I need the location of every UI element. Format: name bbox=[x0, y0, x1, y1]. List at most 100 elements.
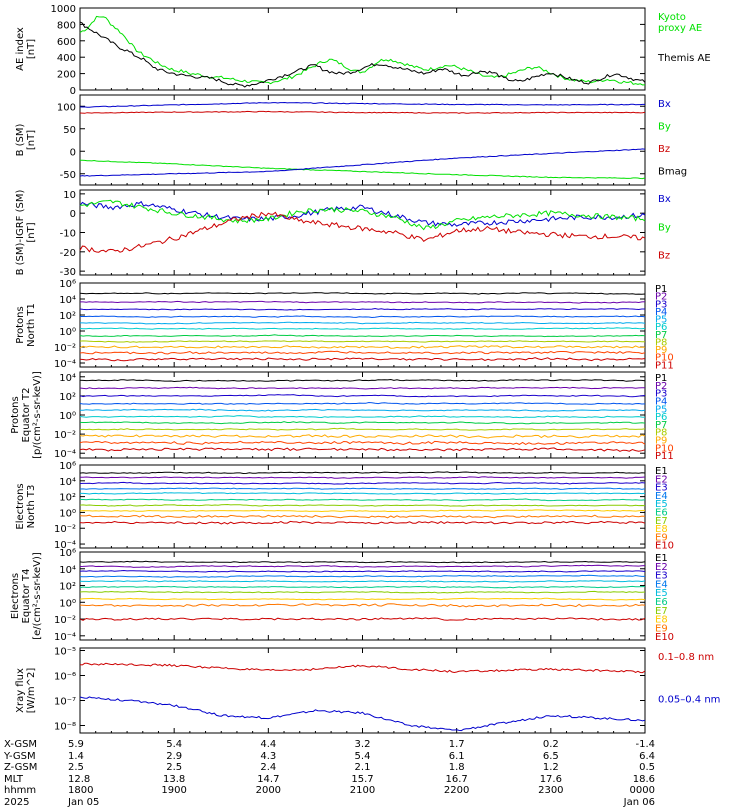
y-axis-title: B (SM) bbox=[15, 123, 26, 156]
series-line-p5 bbox=[79, 408, 646, 412]
legend-label-e5: E5 bbox=[655, 499, 668, 510]
legend-label-p4: P4 bbox=[655, 396, 667, 407]
legend-label: 0.1–0.8 nm bbox=[658, 652, 714, 663]
series-line-e7 bbox=[79, 503, 646, 507]
y-axis-title: AE index bbox=[15, 27, 26, 71]
series-line-p1 bbox=[79, 292, 646, 295]
ephemeris-value: 2.5 bbox=[68, 762, 84, 773]
y-tick-label: 200 bbox=[57, 70, 76, 81]
legend-label: Bz bbox=[658, 251, 670, 262]
y-tick-label: 50 bbox=[63, 125, 76, 136]
series-line-bz bbox=[80, 159, 646, 180]
y-axis-title: Electrons bbox=[10, 573, 21, 619]
ephemeris-value: 6.4 bbox=[639, 750, 655, 762]
legend-label-p1: P1 bbox=[655, 284, 667, 295]
legend-label-e5: E5 bbox=[655, 588, 668, 599]
legend-label-p11: P11 bbox=[655, 451, 674, 462]
series-line-themis-ae bbox=[79, 21, 646, 88]
y-axis-title: Protons bbox=[10, 396, 21, 433]
ephemeris-value: 0.5 bbox=[639, 762, 655, 773]
legend-label-p5: P5 bbox=[655, 315, 667, 326]
y-tick-label: -20 bbox=[60, 248, 76, 259]
y-tick-label: 10 bbox=[63, 190, 76, 201]
y-tick-label: 10⁻² bbox=[54, 343, 76, 354]
y-tick-label: -30 bbox=[60, 267, 76, 278]
legend-label-p3: P3 bbox=[655, 299, 667, 310]
series-line-p7 bbox=[79, 334, 646, 338]
y-tick-label: 10⁴ bbox=[59, 565, 76, 576]
legend-label: By bbox=[658, 222, 671, 233]
ephemeris-value: 5.4 bbox=[354, 750, 371, 762]
series-line-e9 bbox=[79, 514, 646, 519]
legend-label-e4: E4 bbox=[655, 579, 668, 590]
series-line-e3 bbox=[79, 569, 646, 573]
ephemeris-value: 1900 bbox=[161, 785, 187, 796]
ephemeris-value: 2.4 bbox=[260, 762, 277, 773]
panel-1: 1000 800 600 400 200 0 AE index [nT] Kyotoproxy … bbox=[15, 4, 711, 97]
legend-label-e1: E1 bbox=[655, 466, 668, 477]
panel-8: 10⁻⁵ 10⁻⁶ 10⁻⁷ 10⁻⁸ Xray flux [W/m^2] 0.1–0.8 … bbox=[15, 647, 720, 734]
y-tick-label: 10⁻⁷ bbox=[54, 697, 76, 708]
y-tick-label: 10⁻² bbox=[54, 430, 76, 441]
series-line-e4 bbox=[79, 487, 646, 490]
ephemeris-value: 2300 bbox=[538, 785, 564, 796]
y-tick-label: 10⁻² bbox=[54, 615, 76, 626]
ephemeris-value: 1.8 bbox=[448, 762, 465, 773]
panel-7: 10⁶ 10⁴ 10² 10⁰ 10⁻² 10⁻⁴ Electrons Equator T4[… bbox=[10, 548, 674, 643]
series-line-e2 bbox=[79, 564, 646, 568]
y-tick-label: 10² bbox=[59, 493, 76, 504]
legend-label-p1: P1 bbox=[655, 373, 667, 384]
ephemeris-value: 13.8 bbox=[163, 773, 186, 785]
ephemeris-value: 2.5 bbox=[166, 762, 183, 773]
ephemeris-value: 3.2 bbox=[354, 739, 371, 750]
panel-frame bbox=[79, 647, 646, 734]
legend-label-p9: P9 bbox=[655, 436, 667, 447]
legend-label-p11: P11 bbox=[655, 360, 674, 371]
series-line-p11 bbox=[79, 357, 646, 362]
ephemeris-row-label: X-GSM bbox=[4, 739, 38, 750]
y-axis-title: [W/m^2] bbox=[26, 668, 37, 714]
series-line-p6 bbox=[79, 415, 646, 419]
legend-label-e8: E8 bbox=[655, 615, 668, 626]
ephemeris-value: 6.1 bbox=[448, 750, 465, 762]
legend-label: proxy AE bbox=[658, 23, 702, 34]
series-line-p9 bbox=[79, 345, 646, 349]
panel-frame bbox=[79, 189, 646, 276]
series-line-bx bbox=[79, 101, 645, 108]
series-line-e5 bbox=[80, 492, 646, 495]
y-axis-title: Electrons bbox=[15, 483, 26, 529]
ephemeris-row-label: 2025 bbox=[4, 796, 30, 808]
y-tick-label: 600 bbox=[57, 37, 76, 48]
legend-label-e2: E2 bbox=[655, 562, 668, 573]
legend-label-p8: P8 bbox=[655, 337, 667, 348]
series-line-bz bbox=[79, 211, 646, 253]
y-axis-title: North T1 bbox=[26, 303, 37, 347]
ephemeris-value: 6.5 bbox=[542, 750, 559, 762]
panel-frame bbox=[79, 371, 646, 459]
y-tick-label: 1000 bbox=[51, 4, 76, 15]
ephemeris-row-label: MLT bbox=[4, 773, 23, 785]
ephemeris-value: 1800 bbox=[68, 785, 94, 796]
legend-label-p4: P4 bbox=[655, 307, 667, 318]
legend-label-e9: E9 bbox=[655, 532, 668, 543]
legend-label: Kyoto bbox=[658, 12, 686, 23]
legend-label-e7: E7 bbox=[655, 606, 668, 617]
legend-label-p5: P5 bbox=[655, 404, 667, 415]
series-line-e6 bbox=[79, 498, 646, 502]
series-line-p6 bbox=[79, 327, 646, 330]
series-line-0-1-0-8-nm bbox=[79, 662, 646, 674]
series-line-p8 bbox=[79, 340, 646, 343]
y-tick-label: 10⁻⁴ bbox=[54, 540, 76, 551]
series-line-p2 bbox=[79, 386, 646, 390]
legend-label-p7: P7 bbox=[655, 330, 667, 341]
y-tick-label: 10⁰ bbox=[59, 327, 76, 338]
y-tick-label: 10⁶ bbox=[59, 548, 76, 559]
legend-label-p2: P2 bbox=[655, 292, 667, 303]
ephemeris-row-label: Y-GSM bbox=[4, 750, 36, 762]
series-line-p4 bbox=[79, 401, 646, 405]
ephemeris-value: 5.4 bbox=[166, 739, 183, 750]
ephemeris-value: Jan 06 bbox=[623, 796, 655, 808]
series-line-p3 bbox=[79, 394, 646, 398]
